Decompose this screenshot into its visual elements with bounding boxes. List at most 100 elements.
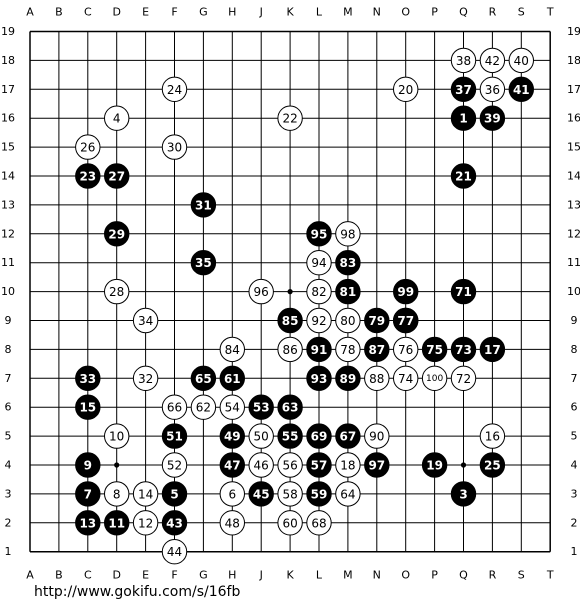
stone-white: 86 — [277, 336, 303, 363]
row-label-right: 5 — [571, 430, 578, 443]
stone-black: 3 — [450, 481, 477, 507]
column-label-bottom: S — [518, 569, 525, 582]
black-stone-disc — [421, 452, 448, 478]
move-number: 95 — [311, 227, 328, 241]
stone-white: 54 — [219, 394, 246, 420]
black-stone-disc — [450, 105, 477, 131]
move-number: 94 — [311, 256, 326, 270]
move-number: 82 — [311, 285, 326, 299]
black-stone-disc — [479, 336, 506, 363]
white-stone-disc — [277, 510, 303, 536]
stone-black: 1 — [450, 105, 477, 131]
white-stone-disc — [248, 452, 274, 478]
move-number: 51 — [166, 430, 183, 444]
move-number: 57 — [311, 459, 328, 473]
move-number: 69 — [311, 430, 328, 444]
move-number: 44 — [167, 545, 182, 559]
row-label-right: 15 — [567, 141, 580, 154]
black-stone-disc — [450, 336, 477, 363]
stone-black: 29 — [104, 221, 130, 247]
stone-white: 40 — [508, 47, 534, 74]
white-stone-disc — [277, 336, 303, 363]
stone-white: 80 — [335, 307, 361, 334]
move-number: 58 — [282, 487, 297, 501]
white-stone-disc — [306, 278, 332, 305]
move-number: 80 — [340, 314, 355, 328]
move-number: 16 — [485, 430, 500, 444]
column-label-bottom: Q — [459, 569, 468, 582]
black-stone-disc — [306, 365, 332, 391]
black-stone-disc — [190, 192, 217, 218]
source-url[interactable]: http://www.gokifu.com/s/16fb — [34, 584, 241, 600]
column-label-bottom: F — [171, 569, 177, 582]
stone-white: 76 — [393, 336, 419, 363]
move-number: 79 — [368, 314, 385, 328]
column-label-bottom: G — [199, 569, 208, 582]
row-label-right: 7 — [571, 372, 578, 385]
row-label-right: 14 — [567, 170, 580, 183]
black-stone-disc — [75, 365, 101, 391]
black-stone-disc — [393, 278, 419, 305]
column-label-bottom: T — [546, 569, 554, 582]
row-label-right: 6 — [571, 401, 578, 414]
row-label-left: 1 — [5, 545, 12, 558]
column-label-top: K — [286, 6, 294, 19]
stone-black: 89 — [335, 365, 361, 391]
stone-white: 82 — [306, 278, 332, 305]
white-stone-disc — [75, 134, 101, 160]
white-stone-disc — [219, 481, 246, 507]
move-number: 13 — [79, 516, 96, 530]
stone-white: 56 — [277, 452, 303, 478]
row-label-right: 19 — [567, 25, 580, 38]
white-stone-disc — [190, 394, 217, 420]
white-stone-disc — [104, 423, 130, 449]
move-number: 23 — [79, 170, 96, 184]
black-stone-disc — [364, 336, 390, 363]
white-stone-disc — [479, 47, 506, 74]
move-number: 33 — [79, 372, 96, 386]
row-label-left: 5 — [5, 430, 12, 443]
black-stone-disc — [75, 163, 101, 189]
move-number: 45 — [253, 487, 270, 501]
stone-black: 17 — [479, 336, 506, 363]
stone-white: 8 — [104, 481, 130, 507]
move-number: 26 — [80, 141, 95, 155]
stone-black: 9 — [75, 452, 101, 478]
stone-black: 63 — [277, 394, 303, 420]
white-stone-disc — [306, 307, 332, 334]
stone-black: 13 — [75, 510, 101, 536]
stone-black: 51 — [161, 423, 188, 449]
black-stone-disc — [335, 250, 361, 276]
move-number: 86 — [282, 343, 297, 357]
stone-white: 30 — [161, 134, 188, 160]
move-number: 54 — [225, 401, 240, 415]
stone-black: 5 — [161, 481, 188, 507]
white-stone-disc — [104, 105, 130, 131]
stone-black: 75 — [421, 336, 448, 363]
white-stone-disc — [219, 336, 246, 363]
stone-white: 14 — [132, 481, 159, 507]
stone-black: 83 — [335, 250, 361, 276]
white-stone-disc — [219, 510, 246, 536]
stone-white: 94 — [306, 250, 332, 276]
black-stone-disc — [219, 452, 246, 478]
row-label-right: 11 — [567, 256, 580, 269]
stone-white: 10 — [104, 423, 130, 449]
row-label-left: 16 — [1, 112, 15, 125]
move-number: 66 — [167, 401, 182, 415]
stone-white: 18 — [335, 452, 361, 478]
move-number: 27 — [108, 170, 125, 184]
stone-white: 74 — [393, 365, 419, 391]
black-stone-disc — [450, 481, 477, 507]
black-stone-disc — [479, 105, 506, 131]
row-label-left: 12 — [1, 227, 15, 240]
move-number: 62 — [196, 401, 211, 415]
stone-white: 44 — [161, 539, 188, 565]
black-stone-disc — [277, 307, 303, 334]
black-stone-disc — [364, 307, 390, 334]
move-number: 92 — [311, 314, 326, 328]
white-stone-disc — [450, 47, 477, 74]
black-stone-disc — [508, 76, 534, 103]
black-stone-disc — [277, 394, 303, 420]
